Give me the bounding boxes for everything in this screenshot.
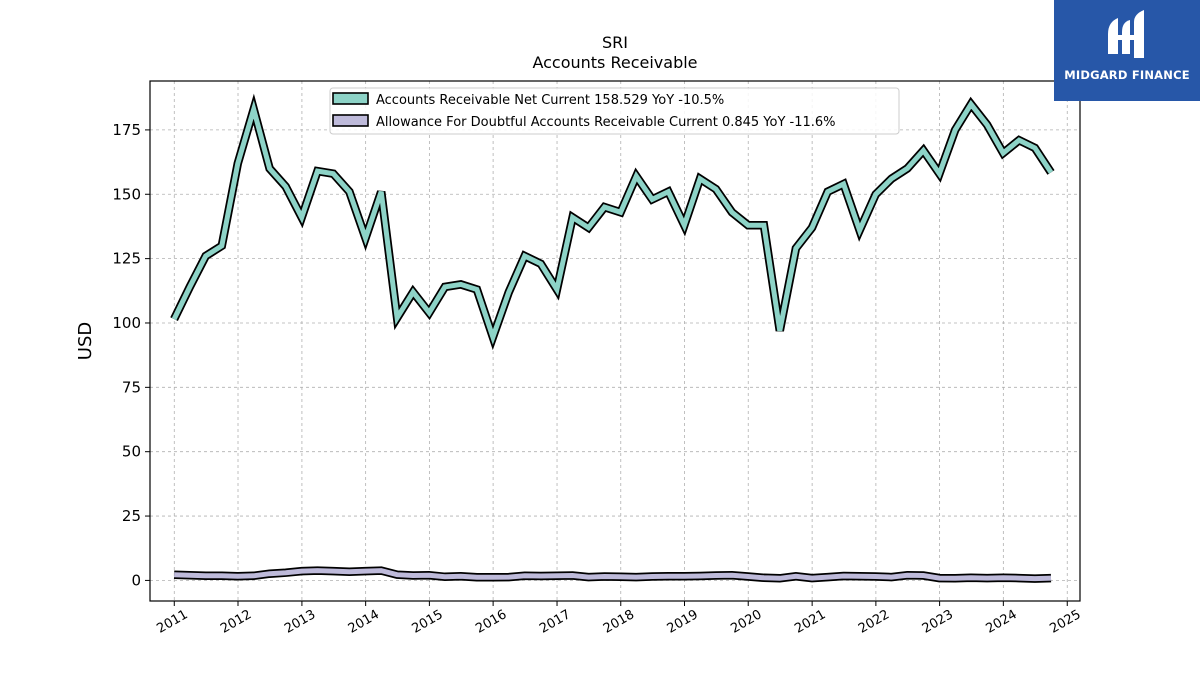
brand-name: MIDGARD FINANCE: [1064, 68, 1190, 82]
y-tick-label: 150: [112, 185, 141, 203]
chart-subtitle: Accounts Receivable: [532, 53, 697, 72]
series-line-allowance: [174, 568, 1052, 582]
x-tick-label: 2013: [282, 607, 318, 637]
x-tick-label: 2018: [601, 607, 637, 637]
y-tick-label: 75: [122, 378, 141, 396]
legend-label-receivable: Accounts Receivable Net Current 158.529 …: [376, 93, 724, 108]
x-tick-label: 2016: [473, 607, 509, 637]
legend-swatch-receivable: [332, 92, 369, 105]
x-tick-label: 2020: [728, 607, 764, 637]
legend: Accounts Receivable Net Current 158.529 …: [329, 87, 900, 135]
x-tick-label: 2022: [856, 607, 892, 637]
legend-swatch-allowance: [332, 114, 369, 127]
x-tick-label: 2021: [792, 607, 828, 637]
y-tick-label: 0: [131, 571, 141, 589]
x-tick-label: 2011: [154, 607, 190, 637]
plot-frame: [149, 80, 1081, 602]
series-line-outline-receivable: [170, 93, 1055, 351]
y-tick-label: 125: [112, 250, 141, 268]
series-line-receivable: [171, 99, 1054, 345]
x-tick-label: 2014: [346, 607, 382, 637]
x-tick-label: 2024: [984, 607, 1020, 637]
y-tick-label: 175: [112, 121, 141, 139]
x-tick-label: 2012: [218, 607, 254, 637]
y-tick-label: 50: [122, 443, 141, 461]
brand-logo: MIDGARD FINANCE: [1054, 0, 1200, 101]
chart-title: SRI: [602, 33, 628, 52]
series-layer: [170, 93, 1055, 583]
legend-label-allowance: Allowance For Doubtful Accounts Receivab…: [376, 115, 836, 130]
legend-box: [329, 87, 900, 135]
x-tick-label: 2025: [1047, 607, 1083, 637]
y-axis: 0 25 50 75 100 125 150 175: [112, 121, 150, 589]
x-tick-label: 2023: [920, 607, 956, 637]
x-tick-label: 2017: [537, 607, 573, 637]
midgard-finance-logo-icon: [1108, 10, 1144, 58]
y-axis-label: USD: [75, 322, 96, 360]
x-tick-label: 2019: [665, 607, 701, 637]
x-tick-label: 2015: [410, 607, 446, 637]
x-axis: 2011 2012 2013 2014 2015 2016 2017 2018 2019 2020…: [154, 601, 1084, 637]
y-tick-label: 100: [112, 314, 141, 332]
y-tick-label: 25: [122, 507, 141, 525]
